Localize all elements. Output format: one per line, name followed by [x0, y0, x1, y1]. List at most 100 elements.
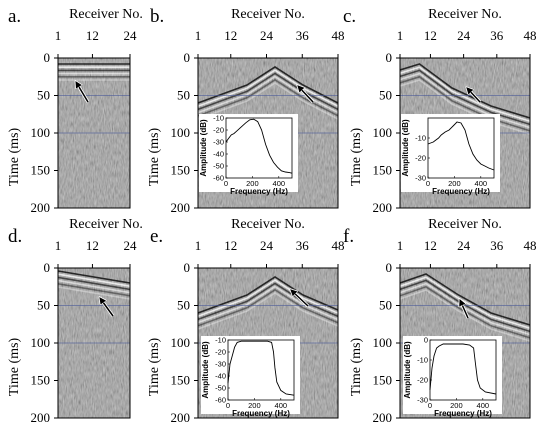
inset-y-tick: -30 — [213, 138, 224, 147]
inset-x-tick: 0 — [426, 179, 430, 188]
time-tick-label: 200 — [171, 410, 191, 425]
inset-xlabel: Frequency (Hz) — [232, 409, 290, 418]
receiver-tick-label: 12 — [424, 28, 437, 43]
spectrum-curve — [225, 118, 293, 174]
time-axis-title: Time (ms) — [349, 128, 364, 187]
inset-xlabel: Frequency (Hz) — [432, 187, 490, 196]
inset-xlabel: Frequency (Hz) — [230, 187, 288, 196]
time-axis-title: Time (ms) — [147, 128, 162, 187]
inset-x-tick: 0 — [226, 401, 230, 410]
receiver-tick-label: 36 — [490, 238, 504, 253]
time-tick-label: 0 — [386, 50, 393, 65]
panel-letter: a. — [8, 6, 21, 27]
inset-x-tick: 0 — [428, 401, 432, 410]
time-tick-label: 0 — [44, 50, 51, 65]
panel-letter: f. — [343, 226, 354, 247]
time-tick-label: 50 — [379, 88, 392, 103]
inset-y-tick: -60 — [213, 174, 224, 183]
inset-y-tick: -30 — [415, 174, 426, 183]
receiver-tick-label: 48 — [524, 28, 537, 43]
time-tick-label: 100 — [373, 335, 393, 350]
time-tick-label: 0 — [44, 260, 51, 275]
time-tick-label: 50 — [379, 298, 392, 313]
time-tick-label: 150 — [373, 373, 393, 388]
receiver-tick-label: 1 — [195, 238, 202, 253]
panel-letter: d. — [8, 226, 22, 247]
inset-y-tick: -20 — [417, 376, 428, 385]
first-arrival-arrow — [460, 300, 469, 319]
time-tick-label: 150 — [171, 373, 191, 388]
panel-letter: e. — [150, 226, 163, 247]
receiver-tick-label: 12 — [224, 28, 237, 43]
inset-x-tick: 200 — [448, 179, 461, 188]
receiver-tick-label: 12 — [86, 238, 99, 253]
panel-letter: c. — [343, 6, 356, 27]
inset-y-tick: 0 — [424, 336, 428, 345]
inset-y-tick: -50 — [213, 162, 224, 171]
inset-y-tick: -10 — [213, 114, 224, 123]
time-tick-label: 50 — [37, 88, 50, 103]
inset-x-tick: 200 — [246, 179, 259, 188]
inset-x-tick: 200 — [450, 401, 463, 410]
inset-y-tick: -40 — [213, 150, 224, 159]
receiver-tick-label: 1 — [195, 28, 202, 43]
receiver-axis-title: Receiver No. — [69, 217, 143, 232]
panel-e: e. Receiver No. 1 12 24 36 48 0 50 100 150 200 Time … — [147, 217, 345, 425]
receiver-tick-label: 12 — [424, 238, 437, 253]
inset-frame — [427, 117, 495, 179]
receiver-axis-title: Receiver No. — [231, 217, 305, 232]
receiver-axis-title: Receiver No. — [69, 7, 143, 22]
time-tick-label: 200 — [31, 410, 51, 425]
panel-d: d. Receiver No. 1 12 24 0 50 100 150 200 Time (ms) — [7, 217, 143, 425]
panel-a: a. Receiver No. 1 12 24 0 50 100 150 200 Time (ms) — [7, 6, 143, 215]
time-axis-title: Time (ms) — [7, 128, 22, 187]
receiver-axis-title: Receiver No. — [428, 7, 502, 22]
time-tick-label: 150 — [373, 163, 393, 178]
time-tick-label: 100 — [171, 125, 191, 140]
time-tick-label: 150 — [171, 163, 191, 178]
first-arrival-arrow — [291, 290, 309, 307]
inset-ylabel: Amplitude (dB) — [201, 341, 210, 399]
receiver-tick-label: 48 — [332, 28, 345, 43]
time-tick-label: 0 — [184, 260, 191, 275]
receiver-tick-label: 12 — [86, 28, 99, 43]
inset-y-tick: -30 — [417, 396, 428, 405]
receiver-axis-title: Receiver No. — [428, 217, 502, 232]
inset-x-tick: 200 — [248, 401, 261, 410]
time-tick-label: 100 — [373, 125, 393, 140]
time-tick-label: 100 — [171, 335, 191, 350]
inset-y-tick: -50 — [215, 384, 226, 393]
receiver-tick-label: 1 — [55, 238, 62, 253]
receiver-tick-label: 24 — [260, 238, 274, 253]
time-tick-label: 200 — [171, 200, 191, 215]
inset-x-tick: 0 — [224, 179, 228, 188]
spectrum-curve — [427, 121, 495, 171]
inset-y-tick: -30 — [215, 360, 226, 369]
receiver-tick-label: 24 — [457, 28, 471, 43]
inset-y-tick: -10 — [417, 356, 428, 365]
receiver-tick-label: 1 — [397, 238, 404, 253]
first-arrival-arrow — [298, 86, 314, 103]
inset-ylabel: Amplitude (dB) — [199, 119, 208, 177]
first-arrival-arrow — [76, 82, 89, 103]
time-tick-label: 0 — [386, 260, 393, 275]
seismic-section — [58, 58, 130, 208]
inset-x-tick: 400 — [275, 401, 288, 410]
receiver-tick-label: 36 — [296, 28, 310, 43]
receiver-tick-label: 48 — [524, 238, 537, 253]
inset-x-tick: 400 — [273, 179, 286, 188]
inset-ylabel: Amplitude (dB) — [401, 119, 410, 177]
first-arrival-arrow — [467, 88, 481, 103]
inset-y-tick: -40 — [215, 372, 226, 381]
receiver-tick-label: 1 — [397, 28, 404, 43]
time-tick-label: 100 — [31, 125, 51, 140]
time-tick-label: 100 — [31, 335, 51, 350]
receiver-tick-label: 24 — [457, 238, 471, 253]
time-tick-label: 50 — [177, 88, 190, 103]
inset-y-tick: -10 — [415, 134, 426, 143]
inset-x-tick: 400 — [475, 179, 488, 188]
